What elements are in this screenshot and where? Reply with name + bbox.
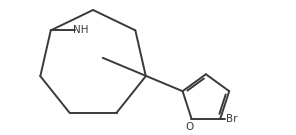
Text: O: O [185,122,194,132]
Text: NH: NH [73,25,89,35]
Text: Br: Br [226,114,238,124]
